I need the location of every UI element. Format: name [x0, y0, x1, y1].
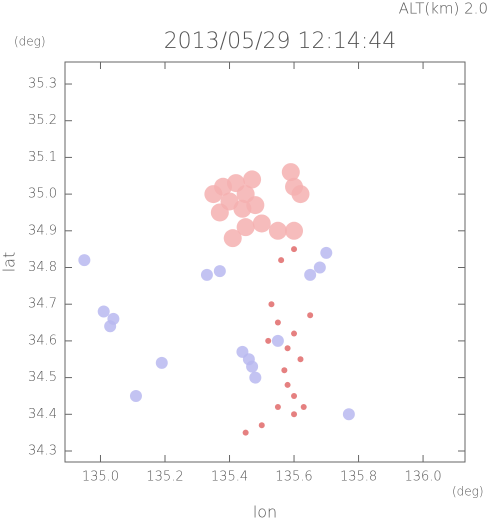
x-tick-label: 135.6 — [275, 470, 312, 485]
y-tick-label: 34.9 — [28, 223, 57, 238]
x-tick-label: 135.0 — [82, 470, 119, 485]
echo-point — [274, 319, 281, 326]
y-tick-label: 34.8 — [28, 260, 57, 275]
y-axis-label: lat — [0, 252, 19, 273]
echo-point — [291, 330, 298, 337]
y-tick-label: 35.1 — [28, 150, 57, 165]
y-tick-label: 34.4 — [28, 407, 57, 422]
echo-point — [342, 408, 355, 421]
x-tick-label: 135.8 — [340, 470, 377, 485]
chart-title: 2013/05/29 12:14:44 — [164, 29, 397, 54]
echo-point — [242, 353, 255, 366]
echo-point — [242, 429, 249, 436]
echo-point — [243, 170, 262, 189]
x-tick-label: 135.4 — [211, 470, 248, 485]
echo-point — [249, 371, 262, 384]
echo-point — [284, 381, 291, 388]
altitude: ALT(km) 2.0 — [399, 0, 488, 18]
echo-point — [223, 229, 242, 248]
echo-point — [274, 403, 281, 410]
y-tick-label: 35.2 — [28, 113, 57, 128]
echo-point — [210, 203, 229, 222]
echo-point — [213, 265, 226, 278]
y-tick-label: 34.3 — [28, 443, 57, 458]
echo-point — [155, 356, 168, 369]
y-tick-label: 34.5 — [28, 370, 57, 385]
echo-point — [297, 356, 304, 363]
echo-point — [265, 337, 272, 344]
echo-point — [313, 261, 326, 274]
y-tick-label: 35.0 — [28, 187, 57, 202]
echo-point — [281, 367, 288, 374]
echo-point — [258, 422, 265, 429]
echo-point — [291, 392, 298, 399]
echo-point — [200, 268, 213, 281]
echo-point — [304, 268, 317, 281]
echo-point — [291, 185, 310, 204]
echo-point — [284, 345, 291, 352]
echo-point — [285, 221, 304, 240]
echo-point — [268, 301, 275, 308]
echo-point — [281, 163, 300, 182]
echo-point — [78, 254, 91, 267]
echo-point — [300, 403, 307, 410]
plot-frame — [64, 61, 466, 463]
echo-point — [278, 257, 285, 264]
echo-point — [291, 411, 298, 418]
x-axis-label: lon — [253, 503, 277, 521]
x-tick-label: 135.2 — [146, 470, 183, 485]
echo-point — [236, 218, 255, 237]
y-unit: (deg) — [14, 35, 46, 49]
echo-point — [204, 185, 223, 204]
echo-point — [97, 305, 110, 318]
x-tick-label: 136.0 — [404, 470, 441, 485]
echo-point — [271, 334, 284, 347]
y-tick-label: 34.6 — [28, 333, 57, 348]
echo-point — [246, 196, 265, 215]
echo-point — [291, 246, 298, 253]
echo-point — [129, 389, 142, 402]
echo-point — [104, 320, 117, 333]
echo-point — [268, 221, 287, 240]
y-tick-label: 34.7 — [28, 297, 57, 312]
echo-point — [320, 246, 333, 259]
echo-point — [307, 312, 314, 319]
x-unit: (deg) — [452, 485, 484, 499]
echo-point — [252, 214, 271, 233]
y-tick-label: 35.3 — [28, 77, 57, 92]
